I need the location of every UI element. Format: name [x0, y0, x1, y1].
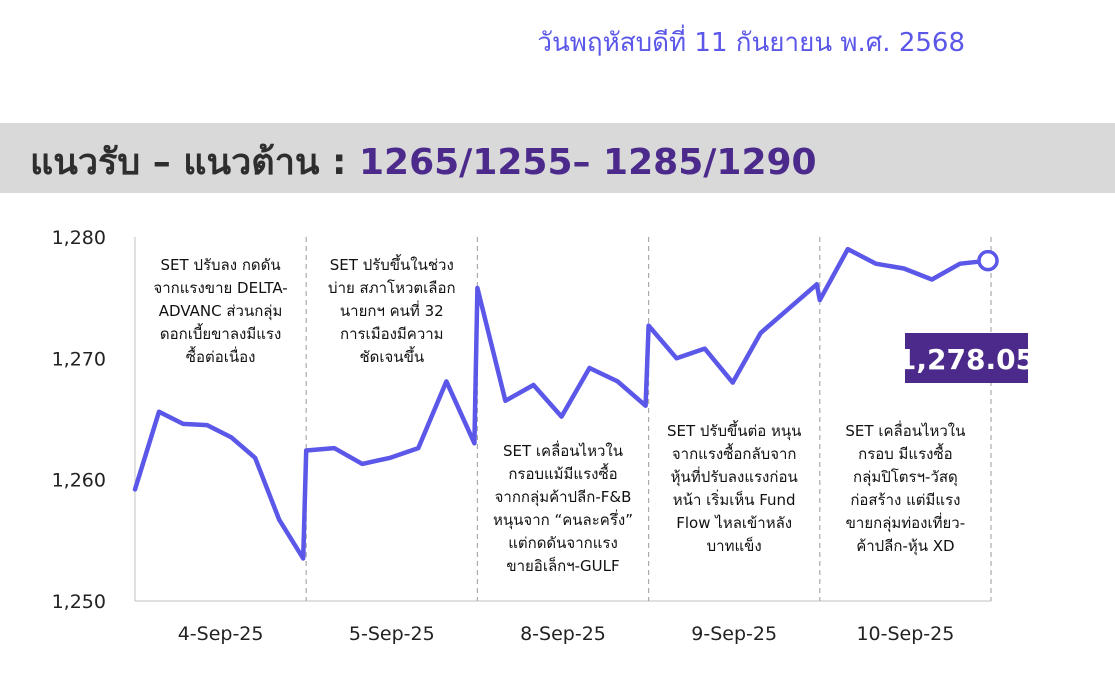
annotation-line: ขายกลุ่มท่องเที่ยว- — [846, 512, 966, 533]
x-tick-label: 10-Sep-25 — [856, 623, 954, 645]
day-annotation: SET ปรับขึ้นต่อ หนุนจากแรงซื้อกลับจากหุ้… — [667, 420, 801, 555]
annotation-line: หนุนจาก “คนละครึ่ง” — [493, 509, 633, 530]
day-annotation: SET เคลื่อนไหวในกรอบ มีแรงซื้อกลุ่มปิโตร… — [845, 420, 965, 556]
y-tick-label: 1,260 — [52, 470, 106, 492]
y-tick-label: 1,270 — [52, 348, 106, 370]
annotation-line: ชัดเจนขึ้น — [359, 346, 424, 366]
report-date: วันพฤหัสบดีที่ 11 กันยายน พ.ศ. 2568 — [537, 28, 965, 58]
annotation-line: บาทแข็ง — [707, 536, 762, 555]
annotation-line: ก่อสร้าง แต่มีแรง — [850, 491, 960, 509]
day-annotation: SET ปรับลง กดดันจากแรงขาย DELTA- ADVANC ส… — [153, 256, 287, 366]
last-value-marker — [977, 249, 999, 272]
support-resistance-label: แนวรับ – แนวต้าน : 1265/1255– 1285/1290 — [30, 133, 817, 190]
annotation-line: นายกฯ คนที่ 32 — [340, 300, 444, 320]
annotation-line: Flow ไหลเข้าหลัง — [676, 514, 792, 532]
annotation-line: หุ้นที่ปรับลงแรงก่อน — [671, 466, 798, 487]
annotation-line: กรอบแม้มีแรงซื้อ — [508, 463, 617, 483]
day-annotation: SET ปรับขึ้นในช่วงบ่าย สภาโหวตเลือกนายกฯ… — [328, 254, 456, 366]
x-tick-label: 4-Sep-25 — [178, 623, 264, 645]
annotation-line: ดอกเบี้ยขาลงมีแรง — [160, 323, 281, 343]
annotation-line: บ่าย สภาโหวตเลือก — [328, 279, 456, 297]
annotation-line: ค้าปลีก-หุ้น XD — [856, 537, 954, 556]
annotation-line: SET ปรับลง กดดัน — [161, 256, 281, 274]
x-tick-label: 8-Sep-25 — [520, 623, 606, 645]
annotation-line: ADVANC ส่วนกลุ่ม — [159, 302, 283, 321]
annotation-line: ซื้อต่อเนื่อง — [186, 346, 256, 366]
set-index-series-line — [132, 246, 991, 561]
levels-band — [0, 123, 1115, 193]
y-tick-label: 1,280 — [52, 227, 106, 249]
x-tick-label: 9-Sep-25 — [691, 623, 777, 645]
annotation-line: กรอบ มีแรงซื้อ — [858, 443, 953, 463]
annotation-line: จากกลุ่มค้าปลีก-F&B — [495, 488, 632, 507]
annotation-line: หน้า เริ่มเห็น Fund — [673, 489, 796, 509]
annotation-line: SET เคลื่อนไหวใน — [845, 420, 965, 440]
annotation-line: SET ปรับขึ้นในช่วง — [330, 254, 454, 274]
day-annotation: SET เคลื่อนไหวในกรอบแม้มีแรงซื้อจากกลุ่ม… — [493, 440, 633, 575]
annotation-line: กลุ่มปิโตรฯ-วัสดุ — [853, 468, 958, 487]
support-resistance-title: แนวรับ – แนวต้าน : — [30, 142, 359, 183]
annotation-line: การเมืองมีความ — [340, 325, 444, 343]
support-resistance-value: 1265/1255– 1285/1290 — [358, 142, 817, 183]
x-tick-label: 5-Sep-25 — [349, 623, 435, 645]
last-value-label: 1,278.05 — [897, 343, 1035, 376]
last-value-box — [905, 333, 1028, 383]
annotation-line: ขายอิเล็กฯ-GULF — [506, 556, 619, 575]
annotation-line: จากแรงขาย DELTA- — [153, 279, 287, 297]
annotation-line: SET ปรับขึ้นต่อ หนุน — [667, 420, 801, 441]
annotation-line: แต่กดดันจากแรง — [508, 534, 618, 552]
annotation-line: จากแรงซื้อกลับจาก — [672, 443, 797, 463]
annotation-line: SET เคลื่อนไหวใน — [503, 440, 623, 460]
y-tick-label: 1,250 — [52, 591, 106, 613]
